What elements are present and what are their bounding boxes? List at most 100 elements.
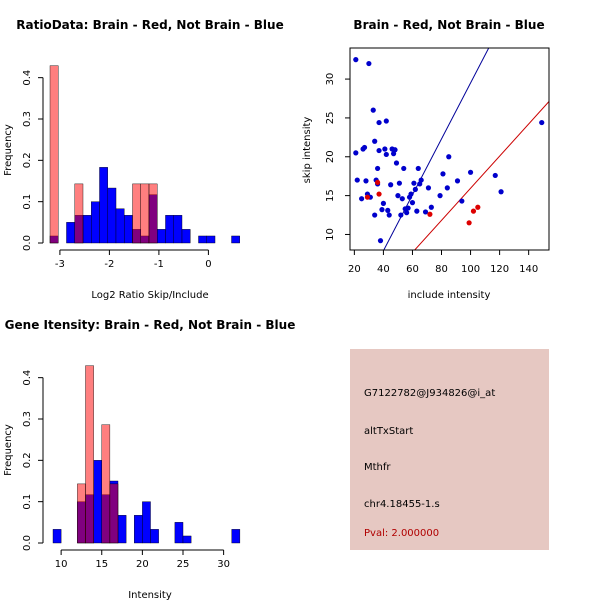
scatter-blue-point-22 <box>383 151 389 158</box>
ratio-histogram-red-bars <box>49 65 158 244</box>
p1-y-tick-label: 0.1 <box>22 194 33 210</box>
p3-red-bar-2 <box>101 424 111 544</box>
scatter-y-tick-label: 10 <box>325 228 336 241</box>
p1-red-bar-0 <box>49 65 59 244</box>
p1-y-tick-label: 0.0 <box>22 235 33 251</box>
info-panel: G7122782@J934826@i_at altTxStart Mthfr c… <box>350 349 549 550</box>
intensity-histogram-red-bars <box>77 365 119 544</box>
p1-blue-bar-13 <box>165 215 174 244</box>
intensity-histogram-title: Gene Itensity: Brain - Red, Not Brain - … <box>5 318 296 332</box>
p3-red-bar-3 <box>109 483 119 544</box>
scatter-red-point-2 <box>376 191 382 197</box>
info-box <box>350 349 549 550</box>
scatter-blue-point-6 <box>361 144 368 151</box>
p1-y-tick-label: 0.2 <box>22 152 33 168</box>
scatter-x-tick-label: 140 <box>519 264 538 275</box>
scatter-blue-point-15 <box>375 165 381 172</box>
p3-x-tick-label: 20 <box>136 559 149 570</box>
scatter-blue-point-29 <box>392 147 398 153</box>
scatter-red-point-5 <box>470 208 477 214</box>
p3-blue-bar-0 <box>52 529 62 544</box>
scatter-blue-point-25 <box>386 212 392 218</box>
scatter-y-ticks: 10 15 20 25 30 <box>325 73 350 241</box>
p3-y-tick-label: 0.2 <box>22 452 33 468</box>
p3-red-bar-1 <box>85 365 94 544</box>
scatter-blue-point-12 <box>372 212 378 218</box>
scatter-blue-point-11 <box>372 138 378 144</box>
scatter-blue-point-24 <box>385 207 391 213</box>
p1-blue-bar-16 <box>198 235 207 244</box>
scatter-blue-point-17 <box>376 147 382 154</box>
scatter-blue-point-55 <box>454 178 461 184</box>
scatter-blue-point-7 <box>363 178 369 184</box>
ratio-histogram-x-ticks: -3 -2 -1 0 <box>55 250 212 270</box>
p1-x-tick-label: 0 <box>205 259 211 270</box>
p3-red-bar-0 <box>77 483 86 544</box>
p3-x-tick-label: 10 <box>55 559 68 570</box>
p1-x-tick-label: -2 <box>104 259 114 270</box>
p1-blue-bar-15 <box>181 229 191 244</box>
scatter-blue-point-1 <box>366 60 372 67</box>
scatter-y-tick-label: 20 <box>325 150 336 163</box>
scatter-y-tick-label: 30 <box>325 73 336 86</box>
scatter-plot-frame <box>349 47 550 251</box>
scatter-blue-point-44 <box>414 208 420 214</box>
intensity-histogram-x-ticks: 10 15 20 25 30 <box>55 550 230 570</box>
p1-blue-bar-6 <box>107 187 117 244</box>
scatter-blue-point-38 <box>405 205 411 211</box>
p3-y-tick-label: 0.0 <box>22 535 33 551</box>
scatter-blue-point-20 <box>380 200 387 206</box>
scatter-blue-point-30 <box>393 160 400 166</box>
scatter-blue-point-34 <box>399 196 405 202</box>
scatter-blue-point-31 <box>395 193 401 199</box>
p3-blue-bar-10 <box>174 522 184 544</box>
scatter-blue-point-4 <box>359 196 365 202</box>
p3-x-tick-label: 25 <box>177 559 190 570</box>
scatter-not-brain-fit-line <box>383 48 490 250</box>
scatter-x-label: include intensity <box>408 290 491 301</box>
p1-blue-bar-8 <box>124 215 133 244</box>
scatter-x-tick-label: 120 <box>490 264 509 275</box>
scatter-red-point-3 <box>427 211 433 217</box>
scatter-fit-lines <box>383 48 549 250</box>
p3-blue-bar-6 <box>117 515 127 544</box>
scatter-blue-point-47 <box>418 177 424 183</box>
scatter-blue-point-59 <box>498 189 504 195</box>
scatter-blue-point-51 <box>437 193 443 199</box>
p3-y-tick-label: 0.4 <box>22 370 33 386</box>
p1-blue-bar-12 <box>157 229 166 244</box>
scatter-blue-point-16 <box>376 119 382 126</box>
p1-x-tick-label: -1 <box>154 259 164 270</box>
scatter-blue-point-33 <box>398 212 404 218</box>
scatter-y-tick-label: 25 <box>325 112 336 125</box>
p1-blue-bar-3 <box>82 215 92 244</box>
scatter-blue-point-49 <box>425 185 432 191</box>
p1-red-bar-2 <box>132 183 141 244</box>
scatter-red-points <box>364 179 481 226</box>
scatter-blue-point-18 <box>377 238 384 244</box>
scatter-red-point-1 <box>375 179 381 186</box>
p3-blue-bar-9 <box>150 529 159 544</box>
p3-blue-bar-3 <box>93 460 102 544</box>
location: chr4.18455-1.s <box>364 499 440 510</box>
scatter-blue-point-43 <box>412 186 418 192</box>
scatter-blue-point-52 <box>440 171 446 177</box>
scatter-blue-point-40 <box>408 191 414 197</box>
scatter-blue-point-48 <box>422 209 429 215</box>
scatter-panel: Brain - Red, Not Brain - Blue 20 40 60 80 10… <box>302 18 550 301</box>
scatter-blue-point-37 <box>404 210 410 216</box>
scatter-title: Brain - Red, Not Brain - Blue <box>353 18 544 32</box>
scatter-blue-point-42 <box>411 180 417 186</box>
scatter-brain-fit-line <box>414 101 549 250</box>
scatter-blue-point-56 <box>459 198 465 204</box>
intensity-histogram-y-ticks: 0.0 0.1 0.2 0.3 0.4 <box>22 370 43 551</box>
scatter-blue-point-19 <box>379 207 385 213</box>
p1-blue-bar-5 <box>99 167 108 244</box>
p1-y-tick-label: 0.3 <box>22 111 33 127</box>
scatter-x-ticks: 20 40 60 80 100 120 140 <box>348 250 538 275</box>
p1-blue-bar-4 <box>91 201 100 244</box>
scatter-blue-point-35 <box>401 165 407 172</box>
p3-y-tick-label: 0.1 <box>22 494 33 510</box>
scatter-blue-point-3 <box>354 177 360 183</box>
